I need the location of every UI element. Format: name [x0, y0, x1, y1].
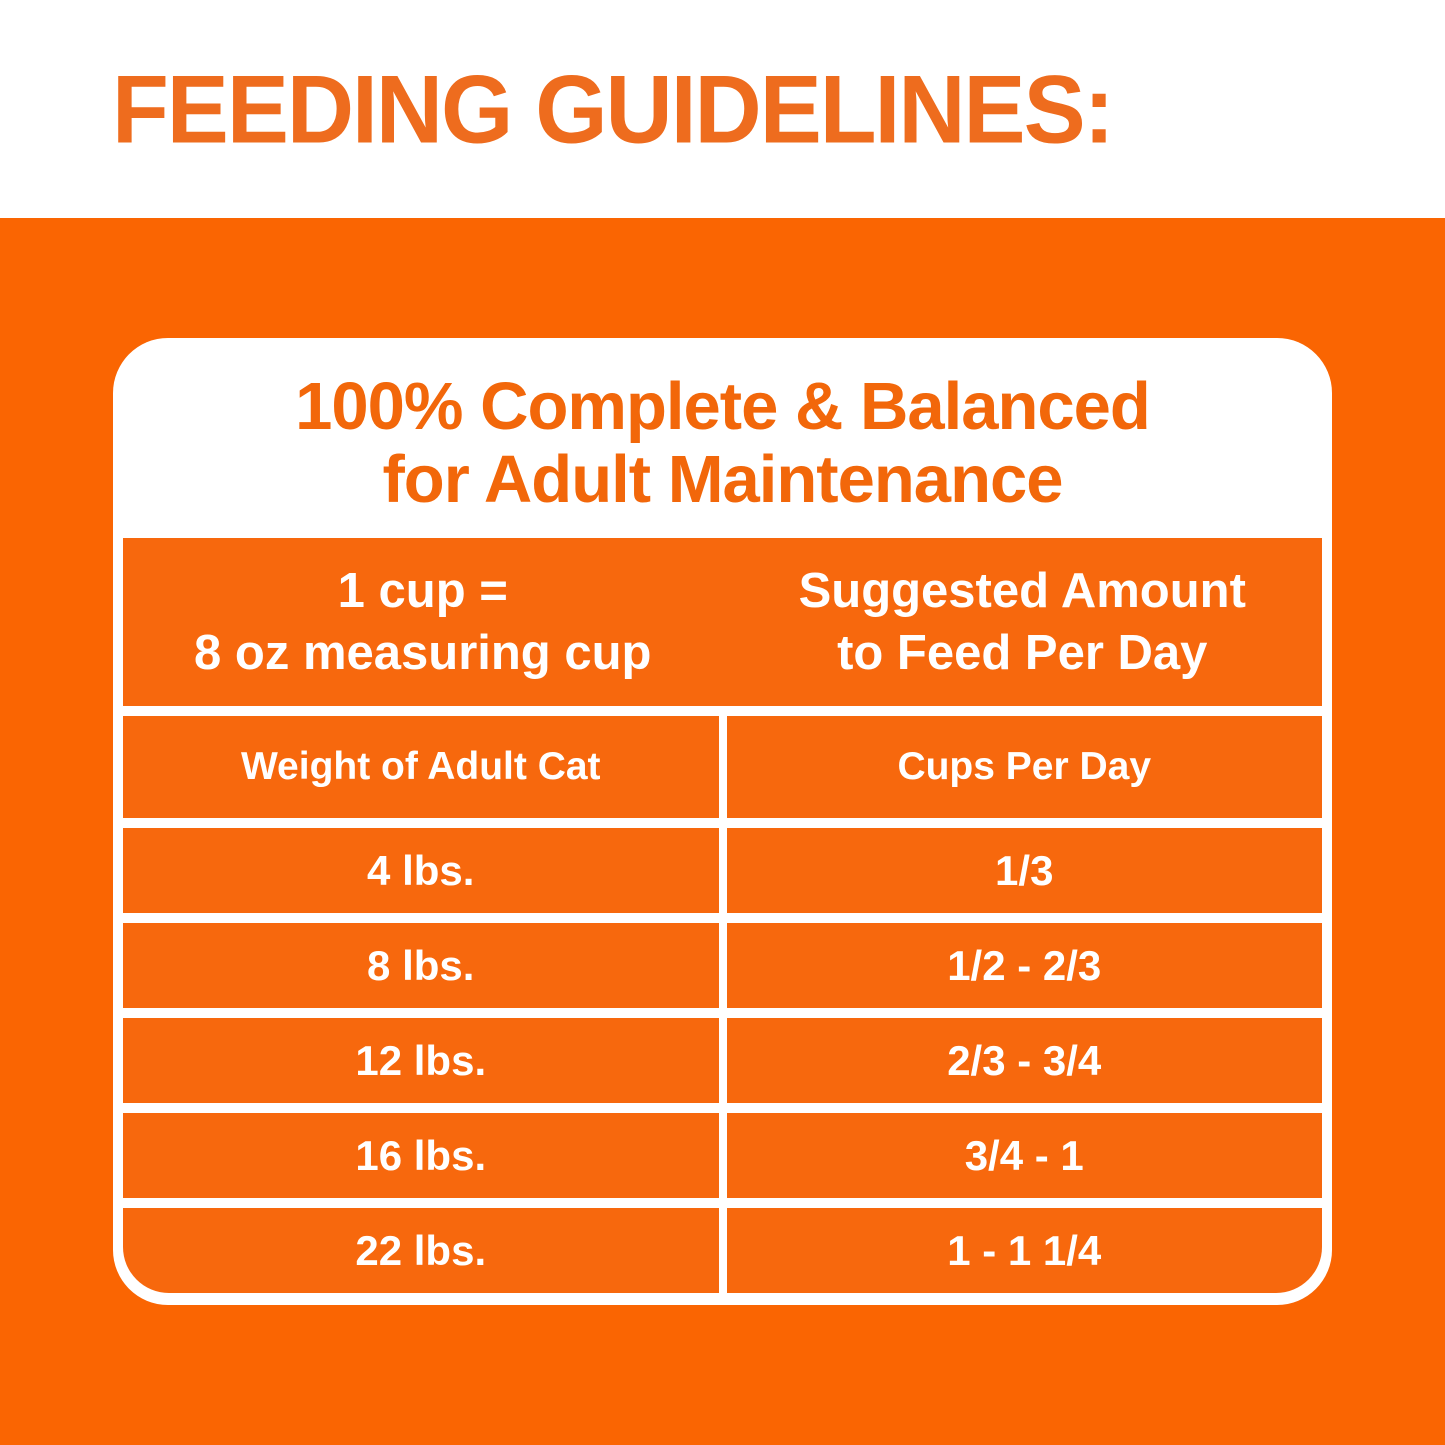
table-row: 16 lbs. 3/4 - 1 — [123, 1113, 1322, 1198]
card-title: 100% Complete & Balanced for Adult Maint… — [123, 338, 1322, 538]
card-title-line2: for Adult Maintenance — [382, 442, 1063, 517]
card-title-line1: 100% Complete & Balanced — [295, 369, 1151, 444]
measuring-cup-note-line2: 8 oz measuring cup — [194, 626, 652, 680]
weight-cell: 4 lbs. — [123, 828, 719, 913]
measuring-cup-note-line1: 1 cup = — [337, 564, 508, 618]
feeding-card: 100% Complete & Balanced for Adult Maint… — [113, 338, 1332, 1305]
measuring-cup-note: 1 cup = 8 oz measuring cup — [123, 560, 723, 684]
weight-cell: 8 lbs. — [123, 923, 719, 1008]
weight-cell: 16 lbs. — [123, 1113, 719, 1198]
feeding-table: 1 cup = 8 oz measuring cup Suggested Amo… — [123, 538, 1322, 1293]
suggested-amount-note: Suggested Amount to Feed Per Day — [723, 560, 1323, 684]
cups-cell: 1 - 1 1/4 — [726, 1208, 1322, 1293]
orange-background: 100% Complete & Balanced for Adult Maint… — [0, 218, 1445, 1445]
weight-cell: 12 lbs. — [123, 1018, 719, 1103]
suggested-amount-note-line1: Suggested Amount — [798, 564, 1246, 618]
suggested-amount-note-line2: to Feed Per Day — [837, 626, 1208, 680]
cups-cell: 2/3 - 3/4 — [726, 1018, 1322, 1103]
weight-cell: 22 lbs. — [123, 1208, 719, 1293]
table-row: 12 lbs. 2/3 - 3/4 — [123, 1018, 1322, 1103]
top-white-band: FEEDING GUIDELINES: — [0, 0, 1445, 218]
cups-cell: 1/2 - 2/3 — [726, 923, 1322, 1008]
cups-cell: 3/4 - 1 — [726, 1113, 1322, 1198]
table-header-cell: 1 cup = 8 oz measuring cup Suggested Amo… — [123, 538, 1322, 706]
table-row: 22 lbs. 1 - 1 1/4 — [123, 1208, 1322, 1293]
cups-cell: 1/3 — [726, 828, 1322, 913]
column-header-row: Weight of Adult Cat Cups Per Day — [123, 716, 1322, 818]
weight-column-header: Weight of Adult Cat — [123, 716, 719, 818]
table-row: 4 lbs. 1/3 — [123, 828, 1322, 913]
table-row: 8 lbs. 1/2 - 2/3 — [123, 923, 1322, 1008]
cups-column-header: Cups Per Day — [726, 716, 1322, 818]
page-title: FEEDING GUIDELINES: — [112, 54, 1115, 163]
table-header-row: 1 cup = 8 oz measuring cup Suggested Amo… — [123, 538, 1322, 706]
